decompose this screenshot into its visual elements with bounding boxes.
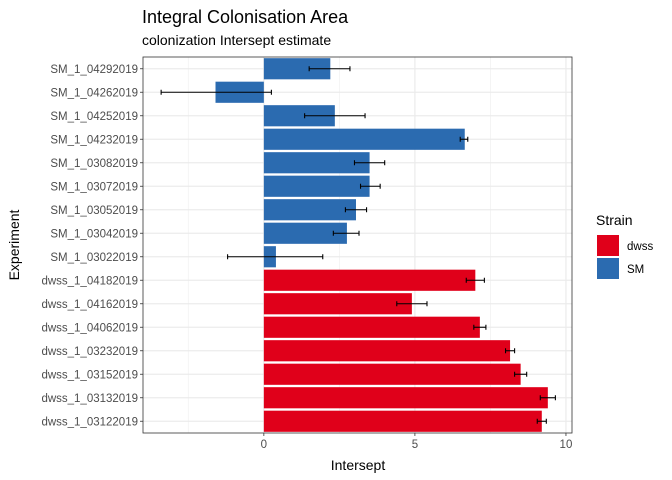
y-tick-label: dwss_1_03122019 [41,416,138,428]
error-bar [359,183,381,189]
bar [263,105,335,127]
bar [263,363,521,385]
x-tick-label: 5 [412,439,418,451]
legend-title: Strain [596,212,633,228]
chart-title: Integral Colonisation Area [142,7,349,27]
x-axis-tick-labels: 0 5 10 [261,433,573,451]
error-bar [539,395,556,401]
y-tick-label: SM_1_03082019 [50,158,138,170]
y-tick-label: SM_1_03052019 [50,205,138,217]
bar [263,340,511,362]
y-tick-label: SM_1_04292019 [50,64,138,76]
legend-label-sm: SM [627,264,644,276]
bar [263,128,465,150]
y-tick-label: SM_1_04252019 [50,111,138,123]
y-tick-label: SM_1_03042019 [50,228,138,240]
y-tick-label: SM_1_03072019 [50,181,138,193]
y-axis-tick-labels: SM_1_04292019 SM_1_04262019 SM_1_04252019 S… [41,64,143,428]
plot-panel [142,56,573,434]
bar [263,293,412,315]
y-tick-label: dwss_1_04162019 [41,299,138,311]
bar [263,410,542,432]
error-bar [227,254,324,260]
chart-subtitle: colonization Intersept estimate [142,32,331,48]
x-tick-label: 0 [261,439,267,451]
y-tick-label: dwss_1_03132019 [41,393,138,405]
y-tick-label: dwss_1_03232019 [41,346,138,358]
legend-swatch-dwss [597,235,619,256]
error-bar [308,66,351,72]
error-bar [332,230,360,236]
x-tick-label: 10 [560,439,573,451]
error-bar [504,348,516,354]
bar [263,222,347,244]
y-axis-title: Experiment [6,209,22,280]
y-tick-label: dwss_1_04062019 [41,322,138,334]
x-axis-title: Intersept [331,457,386,473]
legend-swatch-sm [597,258,619,279]
y-tick-label: dwss_1_03152019 [41,369,138,381]
panel-border [142,56,573,434]
error-bar [344,207,368,213]
y-tick-label: SM_1_04232019 [50,134,138,146]
error-bar [353,160,386,166]
y-tick-label: dwss_1_04182019 [41,275,138,287]
bar [263,387,548,409]
bar [263,316,480,338]
error-bar [465,277,485,283]
bar [263,58,331,80]
legend: Strain dwss SM [596,212,653,279]
bar [263,269,476,291]
error-bar [160,89,272,95]
error-bar [473,324,487,330]
error-bar [396,301,428,307]
y-tick-label: SM_1_03022019 [50,252,138,264]
error-bar [459,136,469,142]
error-bar [536,418,547,424]
bar [263,152,370,174]
error-bar [514,371,528,377]
bar [263,175,370,197]
y-tick-label: SM_1_04262019 [50,87,138,99]
bar [263,199,356,221]
legend-label-dwss: dwss [627,241,653,253]
error-bar [304,113,366,119]
